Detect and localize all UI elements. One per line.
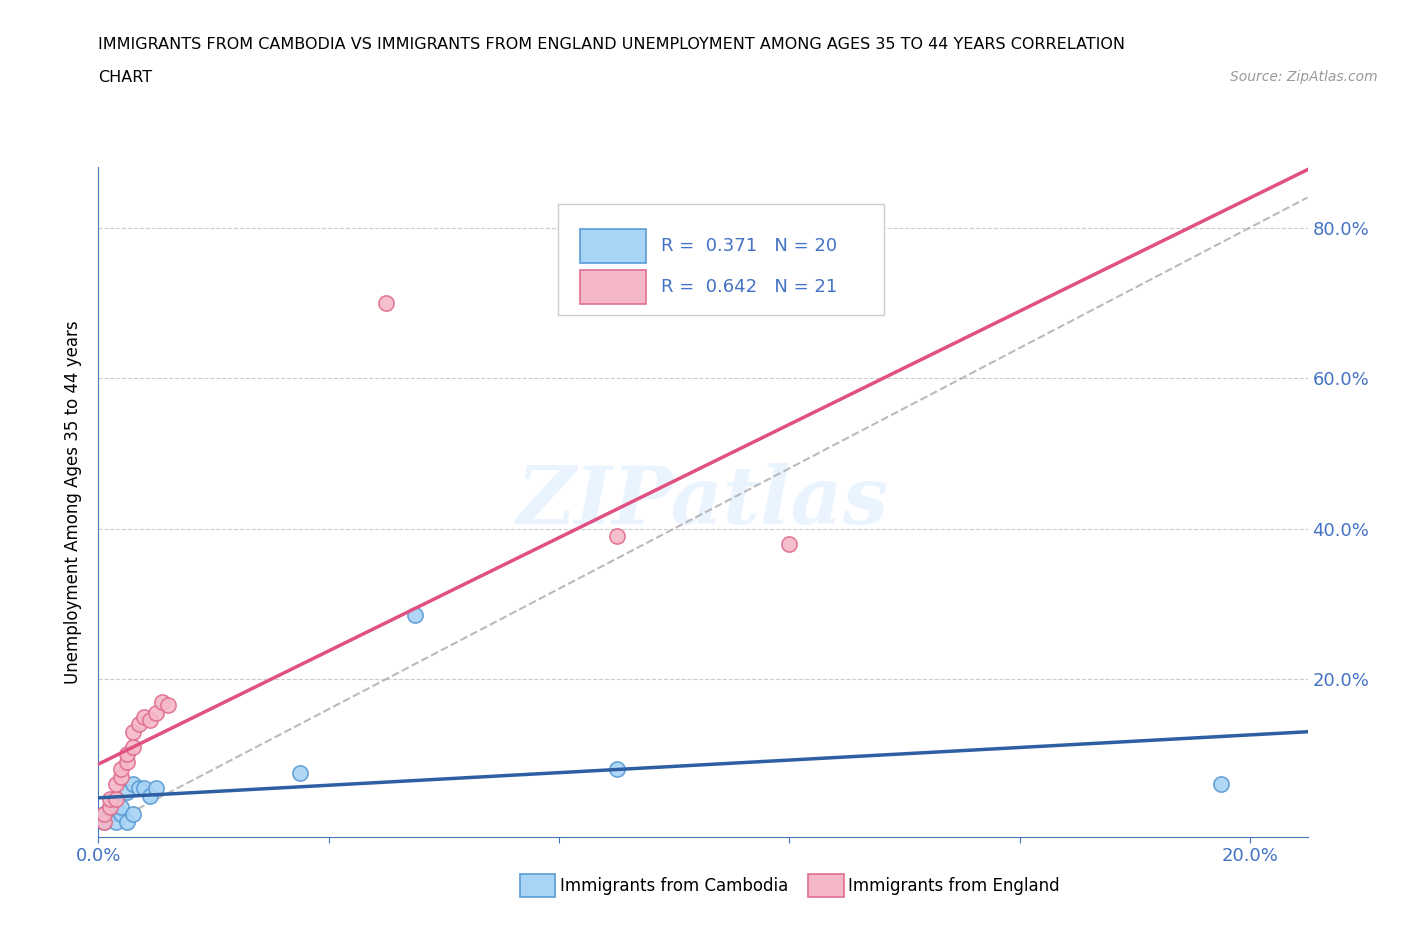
Point bbox=[98, 807, 121, 822]
Text: CHART: CHART bbox=[98, 70, 152, 85]
Point bbox=[606, 762, 628, 777]
Point bbox=[104, 815, 127, 830]
Point bbox=[128, 780, 150, 795]
Point bbox=[104, 792, 127, 807]
Point bbox=[122, 739, 145, 754]
Point bbox=[93, 807, 115, 822]
Point bbox=[778, 536, 800, 551]
Point bbox=[93, 807, 115, 822]
Point bbox=[104, 792, 127, 807]
Point bbox=[134, 780, 156, 795]
Point bbox=[606, 528, 628, 543]
FancyBboxPatch shape bbox=[579, 271, 647, 304]
Text: ZIPatlas: ZIPatlas bbox=[517, 463, 889, 541]
Point bbox=[104, 777, 127, 791]
Point bbox=[288, 765, 311, 780]
FancyBboxPatch shape bbox=[579, 230, 647, 263]
Point bbox=[139, 713, 162, 728]
Point bbox=[404, 607, 426, 622]
Point bbox=[110, 800, 132, 815]
Point bbox=[110, 769, 132, 784]
Point bbox=[128, 717, 150, 732]
Point bbox=[122, 777, 145, 791]
FancyBboxPatch shape bbox=[558, 205, 884, 314]
Point bbox=[122, 724, 145, 739]
Point bbox=[110, 762, 132, 777]
Text: IMMIGRANTS FROM CAMBODIA VS IMMIGRANTS FROM ENGLAND UNEMPLOYMENT AMONG AGES 35 T: IMMIGRANTS FROM CAMBODIA VS IMMIGRANTS F… bbox=[98, 37, 1125, 52]
Point bbox=[139, 789, 162, 804]
Point bbox=[145, 706, 167, 721]
Point bbox=[93, 815, 115, 830]
Point bbox=[145, 780, 167, 795]
Point bbox=[110, 807, 132, 822]
Point bbox=[115, 815, 138, 830]
Point bbox=[93, 815, 115, 830]
Point bbox=[115, 784, 138, 799]
Point bbox=[98, 792, 121, 807]
Point bbox=[115, 747, 138, 762]
Y-axis label: Unemployment Among Ages 35 to 44 years: Unemployment Among Ages 35 to 44 years bbox=[65, 321, 83, 684]
Text: Source: ZipAtlas.com: Source: ZipAtlas.com bbox=[1230, 70, 1378, 84]
Point bbox=[98, 800, 121, 815]
Point bbox=[115, 754, 138, 769]
Text: Immigrants from England: Immigrants from England bbox=[848, 877, 1060, 896]
Point bbox=[98, 800, 121, 815]
Point bbox=[375, 296, 398, 311]
Text: Immigrants from Cambodia: Immigrants from Cambodia bbox=[560, 877, 787, 896]
Point bbox=[134, 710, 156, 724]
Point bbox=[122, 807, 145, 822]
Point bbox=[150, 694, 173, 709]
Text: R =  0.371   N = 20: R = 0.371 N = 20 bbox=[661, 237, 837, 255]
Point bbox=[156, 698, 179, 712]
Text: R =  0.642   N = 21: R = 0.642 N = 21 bbox=[661, 278, 837, 296]
Point bbox=[1211, 777, 1233, 791]
